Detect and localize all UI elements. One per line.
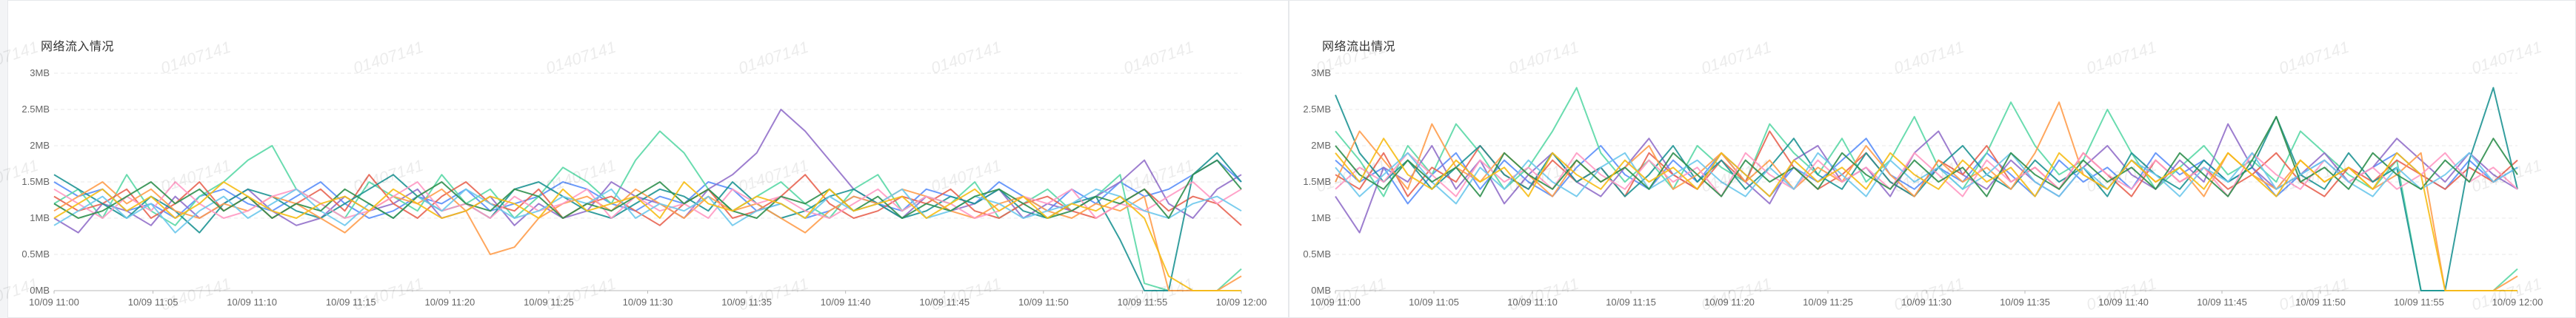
y-tick-label: 3MB — [1311, 67, 1331, 78]
x-tick-label: 10/09 11:25 — [524, 297, 574, 308]
series-line-9 — [1335, 115, 2518, 197]
x-tick-label: 10/09 11:05 — [1409, 297, 1459, 308]
network-in-panel: 网络流入情况 0MB 0.5MB 1MB 1.5MB 2MB 2.5MB 3MB 10/09 … — [7, 0, 1289, 318]
series-line-3 — [53, 109, 1242, 234]
x-tick-label: 10/09 11:10 — [227, 297, 277, 308]
x-tick-label: 10/09 12:00 — [2492, 297, 2543, 308]
y-tick-label: 2.5MB — [1303, 104, 1331, 115]
series-line-10 — [53, 181, 1241, 291]
series-line-6 — [1335, 101, 2518, 291]
x-tick-label: 10/09 11:20 — [1704, 297, 1755, 308]
y-tick-label: 1MB — [1311, 212, 1331, 223]
y-tick-label: 0MB — [1311, 285, 1331, 296]
x-tick-label: 10/09 11:45 — [919, 297, 970, 308]
x-tick-label: 10/09 11:00 — [29, 297, 79, 308]
y-tick-label: 2MB — [1311, 140, 1331, 151]
x-tick-label: 10/09 11:35 — [2000, 297, 2050, 308]
x-tick-label: 10/09 11:40 — [821, 297, 871, 308]
series-line-2 — [1335, 87, 2518, 291]
y-tick-label: 3MB — [30, 67, 50, 78]
series-line-8 — [1335, 152, 2518, 205]
network-out-panel: 网络流出情况 0MB 0.5MB 1MB 1.5MB 2MB 2.5MB 3MB 10/09 … — [1289, 0, 2576, 318]
x-tick-label: 10/09 11:50 — [2295, 297, 2346, 308]
y-tick-label: 0MB — [30, 285, 50, 296]
series-line-8 — [53, 188, 1242, 234]
y-tick-label: 0.5MB — [21, 248, 50, 260]
x-tick-label: 10/09 11:05 — [128, 297, 178, 308]
x-tick-label: 10/09 11:35 — [721, 297, 772, 308]
x-tick-label: 10/09 11:30 — [1901, 297, 1952, 308]
x-tick-label: 10/09 11:45 — [2197, 297, 2247, 308]
x-tick-label: 10/09 11:55 — [1118, 297, 1168, 308]
y-tick-label: 1.5MB — [1303, 176, 1331, 187]
x-tick-label: 10/09 11:00 — [1310, 297, 1361, 308]
network-in-title: 网络流入情况 — [41, 41, 115, 53]
x-tick-label: 10/09 11:40 — [2098, 297, 2149, 308]
series-line-5 — [1335, 87, 2518, 291]
network-out-title: 网络流出情况 — [1322, 41, 1396, 53]
series-line-7 — [1335, 152, 2518, 197]
y-tick-label: 1.5MB — [21, 176, 50, 187]
y-tick-label: 2.5MB — [21, 104, 50, 115]
x-tick-label: 10/09 11:15 — [1606, 297, 1656, 308]
y-tick-label: 0.5MB — [1303, 248, 1331, 260]
network-in-chart: 0MB 0.5MB 1MB 1.5MB 2MB 2.5MB 3MB 10/09 11:00 10… — [21, 67, 1267, 308]
x-tick-label: 10/09 11:20 — [424, 297, 475, 308]
x-tick-label: 10/09 11:30 — [623, 297, 673, 308]
series-line-10 — [1335, 138, 2517, 291]
x-tick-label: 10/09 11:55 — [2394, 297, 2444, 308]
x-tick-label: 10/09 11:25 — [1803, 297, 1853, 308]
series-line-2 — [53, 130, 1242, 291]
x-tick-label: 10/09 11:50 — [1018, 297, 1069, 308]
y-tick-label: 1MB — [30, 212, 50, 223]
series-line-9 — [53, 159, 1242, 219]
x-tick-label: 10/09 11:10 — [1507, 297, 1558, 308]
network-out-chart: 0MB 0.5MB 1MB 1.5MB 2MB 2.5MB 3MB 10/09 11:00 10… — [1303, 67, 2543, 308]
series-line-7 — [53, 181, 1242, 219]
x-tick-label: 10/09 12:00 — [1216, 297, 1267, 308]
y-tick-label: 2MB — [30, 140, 50, 151]
x-tick-label: 10/09 11:15 — [326, 297, 376, 308]
